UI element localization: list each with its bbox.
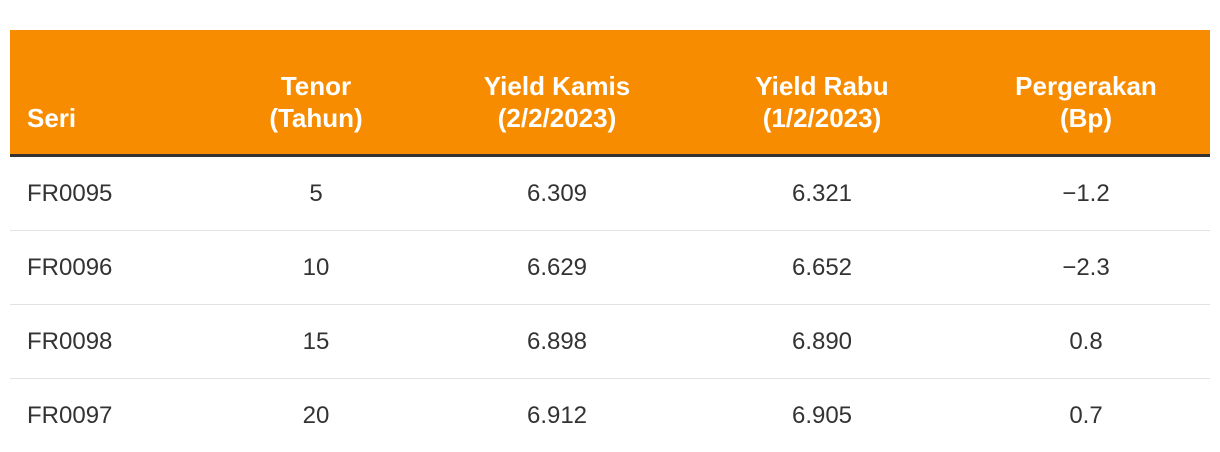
header-text: (Bp) [962, 102, 1210, 134]
table-cell: 15 [200, 305, 432, 379]
table-cell: FR0096 [10, 231, 200, 305]
header-text: (Tahun) [200, 102, 432, 134]
table-cell: 6.321 [682, 156, 962, 231]
header-text: (2/2/2023) [432, 102, 682, 134]
table-cell: 6.309 [432, 156, 682, 231]
header-cell: Seri [10, 30, 200, 156]
header-text: Yield Rabu [682, 70, 962, 102]
table-cell: FR0097 [10, 379, 200, 452]
header-text: (1/2/2023) [682, 102, 962, 134]
table-cell: 6.629 [432, 231, 682, 305]
table-cell: 0.8 [962, 305, 1210, 379]
header-text: Seri [27, 102, 200, 134]
header-text: Tenor [200, 70, 432, 102]
table-cell: 6.890 [682, 305, 962, 379]
table-cell: 10 [200, 231, 432, 305]
header-cell: Pergerakan(Bp) [962, 30, 1210, 156]
table-cell: 6.652 [682, 231, 962, 305]
table-cell: −1.2 [962, 156, 1210, 231]
header-cell: Yield Kamis(2/2/2023) [432, 30, 682, 156]
header-text: Yield Kamis [432, 70, 682, 102]
table-cell: FR0098 [10, 305, 200, 379]
page: {"table": { "header": [["Seri"], ["Tenor… [0, 0, 1220, 442]
table-cell: 6.898 [432, 305, 682, 379]
header-text: Pergerakan [962, 70, 1210, 102]
header-cell: Yield Rabu(1/2/2023) [682, 30, 962, 156]
table-cell: FR0095 [10, 156, 200, 231]
table-cell: 0.7 [962, 379, 1210, 452]
table-cell: 6.912 [432, 379, 682, 452]
table-cell: 20 [200, 379, 432, 452]
table-cell: 5 [200, 156, 432, 231]
table-cell: −2.3 [962, 231, 1210, 305]
header-cell: Tenor(Tahun) [200, 30, 432, 156]
table-cell: 6.905 [682, 379, 962, 452]
